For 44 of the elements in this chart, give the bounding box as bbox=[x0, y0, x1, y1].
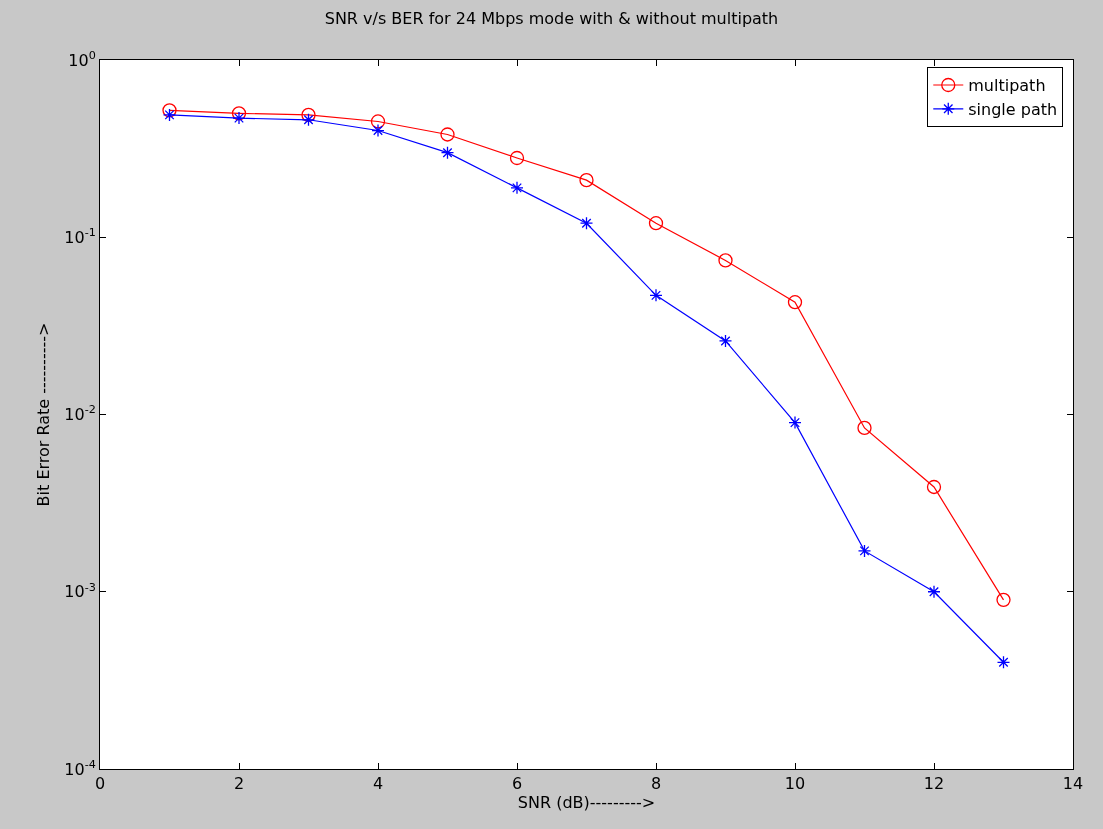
point bbox=[648, 216, 664, 231]
point bbox=[232, 111, 246, 125]
x-tick-label: 10 bbox=[784, 774, 806, 794]
point bbox=[162, 108, 177, 122]
point bbox=[927, 585, 941, 599]
x-axis-title: SNR (dB)---------> bbox=[517, 793, 656, 813]
x-tick-label: 4 bbox=[372, 774, 384, 794]
point bbox=[301, 113, 316, 127]
point bbox=[370, 114, 386, 129]
point bbox=[440, 146, 455, 160]
point bbox=[857, 420, 872, 436]
x-tick-label: 14 bbox=[1062, 774, 1084, 794]
point bbox=[718, 253, 733, 268]
y-tick-label: 10$^{0}$ bbox=[68, 48, 96, 70]
point bbox=[788, 415, 802, 430]
point bbox=[996, 655, 1011, 669]
point bbox=[510, 181, 524, 195]
point bbox=[718, 334, 733, 348]
chart-title: SNR v/s BER for 24 Mbps mode with & without multipath bbox=[324, 8, 779, 28]
x-tick-label: 8 bbox=[650, 774, 662, 794]
point bbox=[509, 150, 525, 166]
x-tick-label: 12 bbox=[923, 774, 945, 794]
x-tick-label: 6 bbox=[511, 774, 523, 794]
legend-label: single path bbox=[968, 100, 1058, 120]
legend-label: multipath bbox=[968, 76, 1046, 96]
point bbox=[857, 544, 872, 558]
point bbox=[926, 479, 942, 495]
x-tick-label: 2 bbox=[233, 774, 245, 794]
y-axis-title: Bit Error Rate ----------> bbox=[34, 322, 54, 507]
point bbox=[301, 107, 316, 123]
point bbox=[996, 592, 1011, 607]
point bbox=[371, 123, 385, 138]
point bbox=[579, 216, 594, 230]
point bbox=[440, 127, 455, 142]
x-tick-label: 0 bbox=[94, 774, 106, 794]
point bbox=[579, 172, 594, 188]
y-tick-label: 10$^{-4}$ bbox=[64, 757, 96, 779]
y-tick-label: 10$^{-3}$ bbox=[64, 580, 96, 602]
y-tick-label: 10$^{-1}$ bbox=[64, 226, 96, 247]
y-tick-label: 10$^{-2}$ bbox=[64, 403, 96, 425]
point bbox=[231, 106, 247, 121]
point bbox=[162, 103, 177, 118]
point bbox=[649, 288, 663, 303]
point bbox=[787, 295, 803, 310]
